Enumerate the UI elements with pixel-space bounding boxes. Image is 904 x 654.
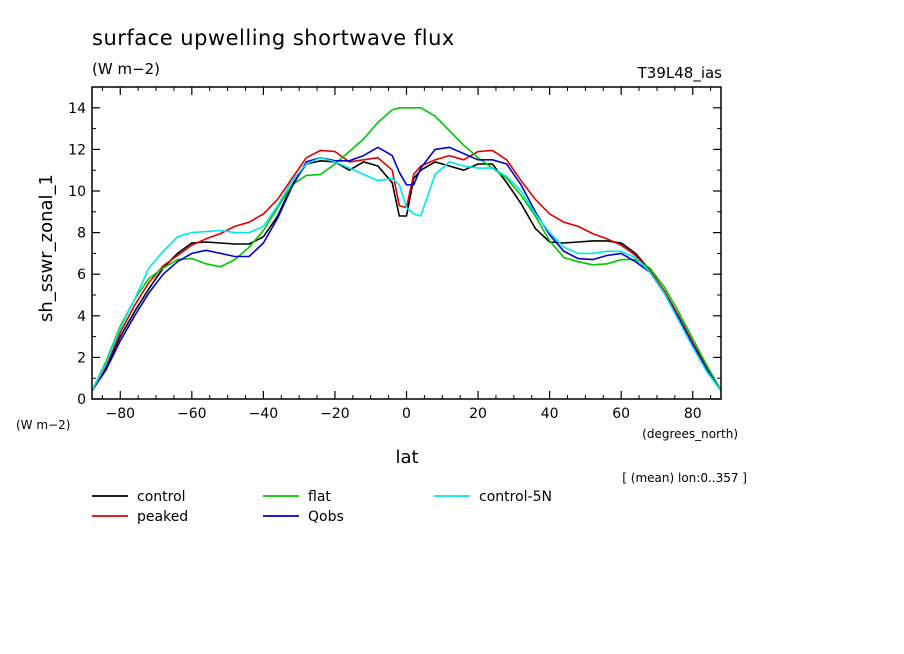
x-tick-label: −40 — [249, 406, 279, 422]
legend-label-flat: flat — [308, 489, 331, 505]
y-axis-units: (W m−2) — [16, 418, 70, 432]
series-line-peaked — [91, 149, 722, 392]
x-axis-label: lat — [395, 447, 418, 468]
chart-title: surface upwelling shortwave flux — [92, 26, 455, 50]
legend-label-peaked: peaked — [137, 509, 188, 525]
x-tick-label: 20 — [469, 406, 487, 422]
y-tick-label: 0 — [77, 392, 86, 408]
series-line-qobs — [91, 146, 722, 392]
y-tick-label: 8 — [77, 226, 86, 242]
legend-label-control: control — [137, 489, 186, 505]
y-tick-label: 10 — [68, 184, 86, 200]
legend-label-control-5n: control-5N — [479, 489, 552, 505]
x-tick-label: 80 — [684, 406, 702, 422]
plot-frame — [91, 86, 722, 400]
series-layer — [91, 107, 722, 392]
series-line-control — [91, 160, 722, 392]
legend: control peaked flat Qobs control-5N — [92, 489, 552, 525]
chart-units-label: (W m−2) — [92, 60, 160, 78]
x-tick-label: 40 — [541, 406, 559, 422]
y-tick-label: 2 — [77, 350, 86, 366]
x-tick-label: 0 — [402, 406, 411, 422]
legend-label-qobs: Qobs — [308, 509, 344, 525]
x-tick-label: 60 — [612, 406, 630, 422]
series-line-control-5n — [91, 156, 722, 392]
y-tick-label: 14 — [68, 101, 86, 117]
x-tick-label: −60 — [177, 406, 207, 422]
y-tick-label: 4 — [77, 309, 86, 325]
x-tick-label: −80 — [105, 406, 135, 422]
y-tick-label: 12 — [68, 142, 86, 158]
run-label: T39L48_ias — [637, 64, 723, 83]
averaging-note: [ (mean) lon:0..357 ] — [622, 471, 747, 485]
x-tick-label: −20 — [320, 406, 350, 422]
ticks-layer: −80 −60 −40 −20 0 20 40 60 80 0 2 4 6 8 10 12 14 — [68, 87, 721, 422]
y-tick-label: 6 — [77, 267, 86, 283]
series-line-flat — [91, 107, 722, 392]
x-axis-units: (degrees_north) — [642, 427, 738, 441]
y-axis-label: sh_sswr_zonal_1 — [36, 174, 57, 322]
